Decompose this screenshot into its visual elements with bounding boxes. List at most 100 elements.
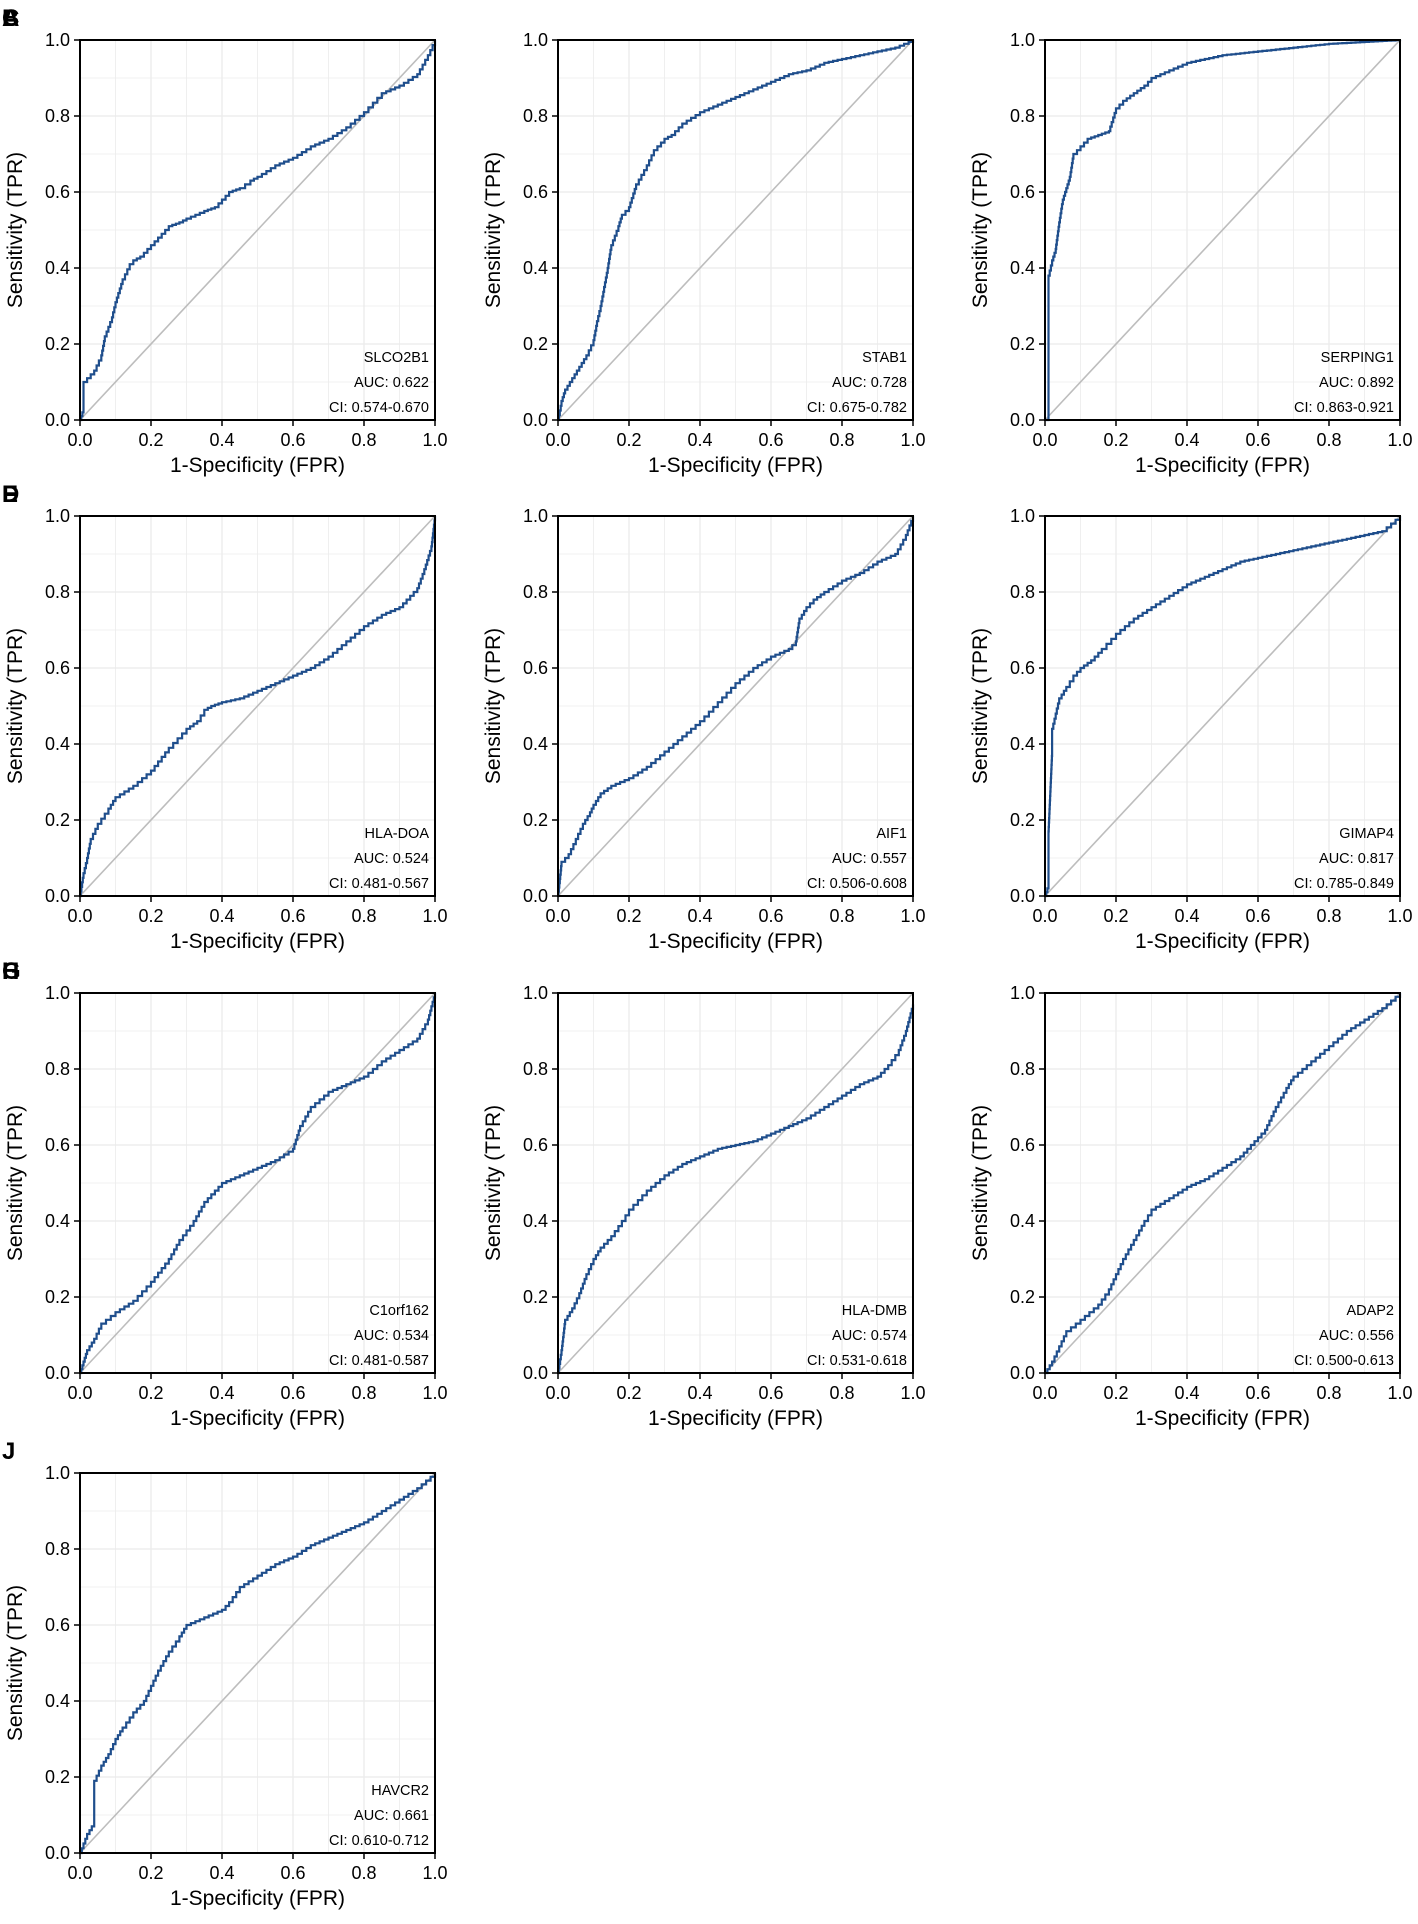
y-tick-label: 0.0 xyxy=(45,410,70,430)
x-tick-label: 0.0 xyxy=(67,1863,92,1883)
y-tick-label: 0.0 xyxy=(523,410,548,430)
x-tick-label: 0.8 xyxy=(1316,1383,1341,1403)
x-tick-label: 0.0 xyxy=(545,1383,570,1403)
x-tick-label: 0.8 xyxy=(829,1383,854,1403)
panel-letter: E xyxy=(2,481,18,508)
y-tick-label: 1.0 xyxy=(45,506,70,526)
x-tick-label: 0.8 xyxy=(829,906,854,926)
x-tick-label: 0.8 xyxy=(351,906,376,926)
x-tick-label: 0.4 xyxy=(687,430,712,450)
plot-frame xyxy=(1044,515,1401,897)
x-tick-label: 0.0 xyxy=(545,906,570,926)
x-tick-label: 0.0 xyxy=(67,1383,92,1403)
y-tick-label: 0.0 xyxy=(1010,410,1035,430)
y-tick-label: 0.4 xyxy=(45,258,70,278)
x-tick-label: 0.2 xyxy=(1103,430,1128,450)
x-tick-label: 0.6 xyxy=(1245,1383,1270,1403)
x-tick-label: 0.2 xyxy=(138,430,163,450)
roc-panel-h: H 0.0 0.2 0.4 0.6 0.8 1.0 0.0 0.2 0.4 0.6 0.8 1.0 1-S… xyxy=(2,958,926,1430)
auc-label: AUC: 0.524 xyxy=(354,851,429,867)
y-tick-label: 0.0 xyxy=(523,1363,548,1383)
y-tick-label: 0.0 xyxy=(45,1363,70,1383)
x-tick-label: 0.0 xyxy=(67,430,92,450)
y-tick-label: 0.2 xyxy=(45,1767,70,1787)
y-tick-label: 0.4 xyxy=(1010,1211,1035,1231)
gene-label: HLA-DOA xyxy=(365,826,430,842)
x-axis-title: 1-Specificity (FPR) xyxy=(648,930,823,953)
ci-label: CI: 0.675-0.782 xyxy=(807,400,907,416)
auc-label: AUC: 0.557 xyxy=(832,851,907,867)
plot-frame xyxy=(1044,39,1401,421)
y-tick-label: 0.4 xyxy=(45,1211,70,1231)
y-tick-label: 0.6 xyxy=(45,658,70,678)
panel-letter: F xyxy=(2,481,17,508)
auc-label: AUC: 0.574 xyxy=(832,1328,907,1344)
auc-label: AUC: 0.817 xyxy=(1319,851,1394,867)
y-tick-label: 0.8 xyxy=(523,106,548,126)
x-tick-label: 0.4 xyxy=(209,430,234,450)
x-axis-title: 1-Specificity (FPR) xyxy=(170,930,345,953)
x-tick-label: 1.0 xyxy=(422,430,447,450)
y-tick-label: 0.4 xyxy=(523,258,548,278)
reference-diagonal xyxy=(1044,992,1401,1374)
y-axis-title: Sensitivity (TPR) xyxy=(4,1105,27,1261)
gene-label: SERPING1 xyxy=(1321,350,1394,366)
reference-diagonal xyxy=(1044,39,1401,421)
panel-letter: A xyxy=(2,5,19,32)
x-tick-label: 0.2 xyxy=(616,906,641,926)
y-tick-label: 0.6 xyxy=(523,1135,548,1155)
roc-curve xyxy=(80,40,437,422)
x-tick-label: 0.8 xyxy=(351,1383,376,1403)
auc-label: AUC: 0.728 xyxy=(832,375,907,391)
plot-frame xyxy=(1044,992,1401,1374)
roc-curve xyxy=(80,1473,437,1855)
x-tick-label: 0.6 xyxy=(1245,430,1270,450)
roc-panel-c: C 0.0 0.2 0.4 0.6 0.8 1.0 0.0 0.2 0.4 0.6 0.8 1.0 1-S… xyxy=(2,5,1413,477)
ci-label: CI: 0.610-0.712 xyxy=(329,1833,429,1849)
gene-label: STAB1 xyxy=(862,350,907,366)
ci-label: CI: 0.481-0.587 xyxy=(329,1353,429,1369)
x-tick-label: 0.4 xyxy=(1174,1383,1199,1403)
roc-curve xyxy=(557,516,915,898)
y-tick-label: 0.8 xyxy=(523,1059,548,1079)
reference-diagonal xyxy=(79,992,436,1374)
x-tick-label: 0.8 xyxy=(351,1863,376,1883)
x-axis-title: 1-Specificity (FPR) xyxy=(1135,930,1310,953)
x-tick-label: 0.6 xyxy=(758,906,783,926)
x-tick-label: 0.0 xyxy=(1032,1383,1057,1403)
auc-label: AUC: 0.661 xyxy=(354,1808,429,1824)
x-tick-label: 0.8 xyxy=(1316,906,1341,926)
plot-frame xyxy=(79,1472,436,1854)
x-tick-label: 0.2 xyxy=(138,1863,163,1883)
y-tick-label: 0.2 xyxy=(523,334,548,354)
auc-label: AUC: 0.622 xyxy=(354,375,429,391)
panel-letter: H xyxy=(2,958,19,985)
y-axis-title: Sensitivity (TPR) xyxy=(969,1105,992,1261)
plot-frame xyxy=(557,992,914,1374)
ci-label: CI: 0.481-0.567 xyxy=(329,876,429,892)
gene-label: C1orf162 xyxy=(369,1303,429,1319)
y-tick-label: 1.0 xyxy=(45,1463,70,1483)
y-tick-label: 0.6 xyxy=(1010,1135,1035,1155)
gene-label: GIMAP4 xyxy=(1339,826,1394,842)
y-tick-label: 0.8 xyxy=(1010,1059,1035,1079)
reference-diagonal xyxy=(557,39,914,421)
roc-curve xyxy=(1045,39,1402,422)
gene-label: HLA-DMB xyxy=(842,1303,907,1319)
y-tick-label: 0.2 xyxy=(45,334,70,354)
x-tick-label: 0.8 xyxy=(829,430,854,450)
reference-diagonal xyxy=(79,1472,436,1854)
panel-letter: C xyxy=(2,5,19,32)
y-axis-title: Sensitivity (TPR) xyxy=(4,1585,27,1741)
y-tick-label: 0.4 xyxy=(1010,734,1035,754)
x-tick-label: 0.0 xyxy=(545,430,570,450)
reference-diagonal xyxy=(1044,515,1401,897)
y-axis-title: Sensitivity (TPR) xyxy=(482,628,505,784)
y-tick-label: 0.6 xyxy=(45,1615,70,1635)
y-tick-label: 0.6 xyxy=(523,182,548,202)
y-tick-label: 0.8 xyxy=(45,1539,70,1559)
x-tick-label: 0.2 xyxy=(1103,906,1128,926)
y-tick-label: 0.4 xyxy=(45,1691,70,1711)
x-axis-title: 1-Specificity (FPR) xyxy=(170,1407,345,1430)
x-tick-label: 0.4 xyxy=(1174,906,1199,926)
